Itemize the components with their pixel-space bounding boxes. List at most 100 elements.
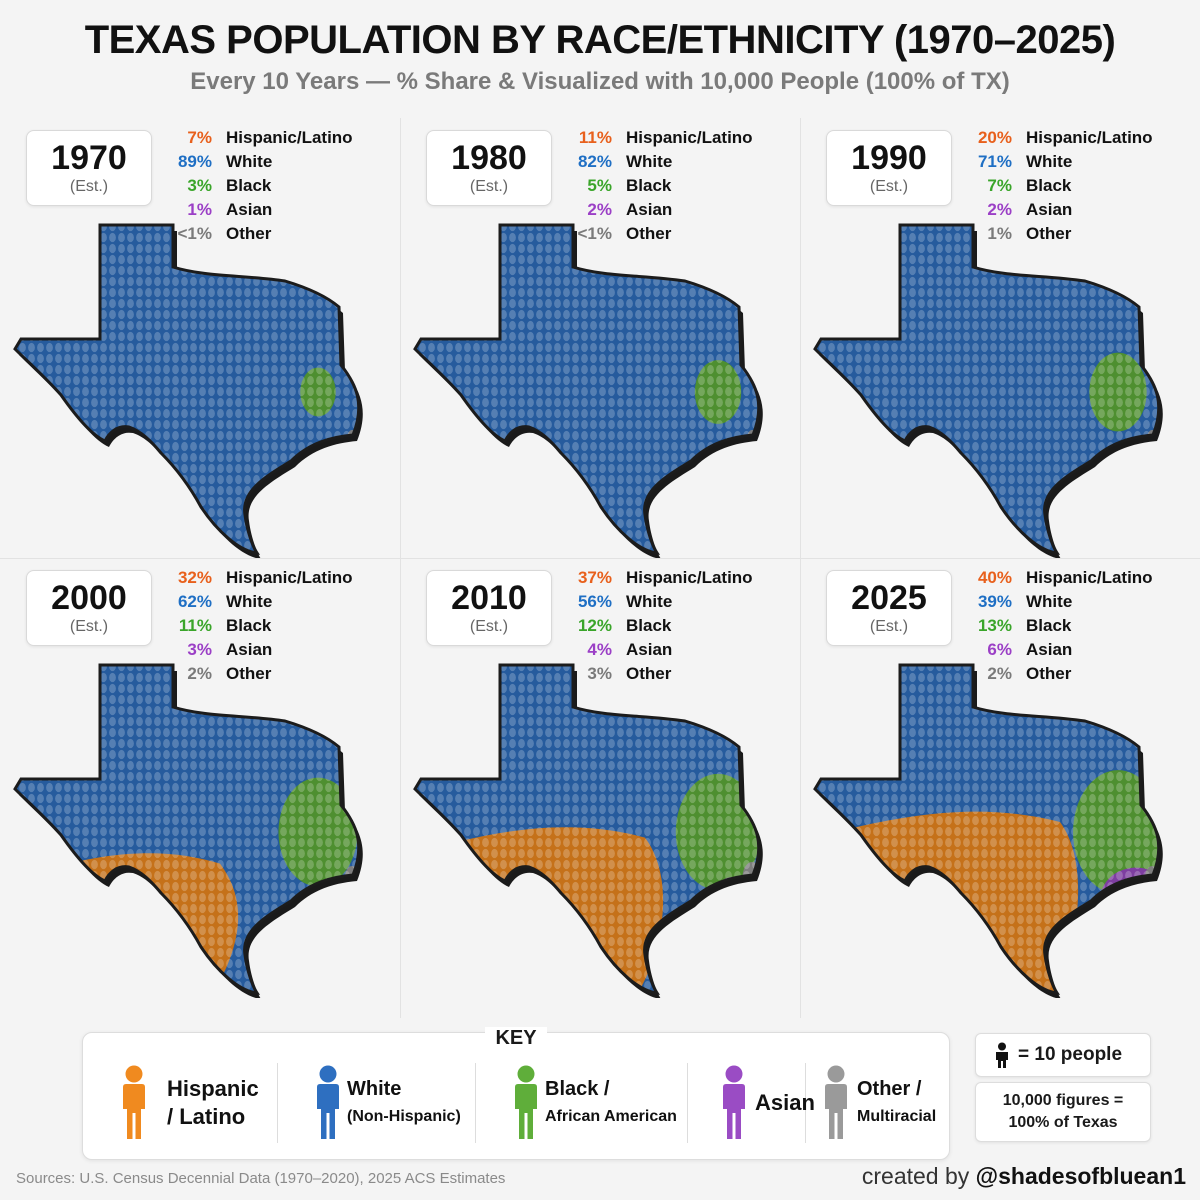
stat-pct-other: <1% <box>577 224 613 243</box>
texas-map <box>413 663 763 998</box>
stat-row-asian: 3% Asian <box>150 640 390 664</box>
key-label-line1: White <box>347 1078 402 1100</box>
stat-label-asian: Asian <box>226 200 273 219</box>
stat-pct-other: 3% <box>587 664 612 683</box>
stat-pct-hispanic: 32% <box>177 568 212 587</box>
key-item-white: White (Non-Hispanic) <box>299 1055 479 1151</box>
stat-pct-black: 5% <box>587 176 612 195</box>
stat-label-other: Other <box>1026 224 1072 243</box>
stat-pct-hispanic: 11% <box>578 128 612 147</box>
panel-1970: 1970 (Est.) 7% Hispanic/Latino 89% White 3% Bla… <box>0 118 400 558</box>
map-outline <box>13 223 361 555</box>
key-item-asian: Asian <box>705 1055 815 1151</box>
year-box: 2010 (Est.) <box>426 570 552 646</box>
person-icon <box>996 1042 1008 1068</box>
stat-row-white: 62% White <box>150 592 390 616</box>
stat-label-hispanic: Hispanic/Latino <box>626 128 753 147</box>
stat-row-asian: 4% Asian <box>550 640 790 664</box>
scale-figures-line1: 10,000 figures = <box>1002 1092 1124 1109</box>
panel-grid <box>0 118 1200 1018</box>
credit: created by @shadesofbluean1 <box>862 1163 1186 1190</box>
texas-map <box>813 223 1163 558</box>
stat-label-white: White <box>626 152 673 171</box>
stat-label-hispanic: Hispanic/Latino <box>226 568 353 587</box>
stat-row-white: 56% White <box>550 592 790 616</box>
person-icon <box>317 1065 339 1139</box>
stat-row-white: 82% White <box>550 152 790 176</box>
region-asian <box>1120 445 1152 475</box>
stat-pct-white: 89% <box>177 152 212 171</box>
map-outline <box>813 223 1161 555</box>
stat-pct-other: <1% <box>177 224 213 243</box>
scale-figures-box: 10,000 figures = 100% of Texas <box>975 1082 1151 1142</box>
est-label: (Est.) <box>869 178 909 195</box>
credit-prefix: created by <box>861 1163 970 1189</box>
stat-pct-white: 71% <box>977 152 1012 171</box>
stats-list: 20% Hispanic/Latino 71% White 7% Black 2% Asian… <box>950 128 1190 248</box>
stats-list: 32% Hispanic/Latino 62% White 11% Black 3% Asia… <box>150 568 390 688</box>
year-box: 1980 (Est.) <box>426 130 552 206</box>
est-label: (Est.) <box>69 618 109 635</box>
panel-1980: 1980 (Est.) 11% Hispanic/Latino 82% White 5% Bl… <box>400 118 800 558</box>
stat-label-hispanic: Hispanic/Latino <box>1026 128 1153 147</box>
stat-pct-hispanic: 40% <box>977 568 1012 587</box>
stat-row-black: 7% Black <box>950 176 1190 200</box>
stat-label-black: Black <box>1026 616 1072 635</box>
texas-map <box>413 223 763 558</box>
year-box: 2000 (Est.) <box>26 570 152 646</box>
texas-map <box>13 223 363 558</box>
panel-2010: 2010 (Est.) 37% Hispanic/Latino 56% White 12% B… <box>400 558 800 998</box>
stat-row-black: 12% Black <box>550 616 790 640</box>
year-label: 2000 <box>51 579 127 617</box>
stat-pct-asian: 2% <box>587 200 612 219</box>
stat-row-black: 11% Black <box>150 616 390 640</box>
stat-label-white: White <box>1026 152 1073 171</box>
stat-pct-asian: 2% <box>987 200 1012 219</box>
divider <box>800 118 801 1018</box>
region-hispanic <box>15 542 114 553</box>
region-hispanic <box>815 475 979 553</box>
stat-label-other: Other <box>1026 664 1072 683</box>
stat-row-other: 2% Other <box>150 664 390 688</box>
stat-pct-white: 62% <box>177 592 212 611</box>
stat-pct-white: 82% <box>577 152 612 171</box>
stat-row-white: 71% White <box>950 152 1190 176</box>
stat-label-white: White <box>226 152 273 171</box>
stat-row-white: 89% White <box>150 152 390 176</box>
stat-row-hispanic: 20% Hispanic/Latino <box>950 128 1190 152</box>
stat-row-other: 1% Other <box>950 224 1190 248</box>
map-outline <box>13 663 361 995</box>
est-label: (Est.) <box>469 618 509 635</box>
stat-pct-hispanic: 7% <box>187 128 212 147</box>
year-label: 1990 <box>851 139 927 177</box>
stats-list: 11% Hispanic/Latino 82% White 5% Black 2% Asian… <box>550 128 790 248</box>
stat-label-black: Black <box>626 616 672 635</box>
est-label: (Est.) <box>869 618 909 635</box>
stat-pct-black: 13% <box>977 616 1012 635</box>
stat-pct-asian: 1% <box>187 200 212 219</box>
panel-1990: 1990 (Est.) 20% Hispanic/Latino 71% White 7% Bl… <box>800 118 1200 558</box>
person-icon <box>515 1065 537 1139</box>
stat-label-black: Black <box>1026 176 1072 195</box>
stat-row-hispanic: 7% Hispanic/Latino <box>150 128 390 152</box>
stat-label-hispanic: Hispanic/Latino <box>1026 568 1153 587</box>
stat-pct-other: 1% <box>987 224 1012 243</box>
stat-row-black: 13% Black <box>950 616 1190 640</box>
stat-row-white: 39% White <box>950 592 1190 616</box>
stat-row-other: <1% Other <box>550 224 790 248</box>
stat-row-asian: 2% Asian <box>950 200 1190 224</box>
stat-row-asian: 1% Asian <box>150 200 390 224</box>
stat-row-other: <1% Other <box>150 224 390 248</box>
stat-label-other: Other <box>626 664 672 683</box>
year-label: 2010 <box>451 579 527 617</box>
stat-row-black: 5% Black <box>550 176 790 200</box>
stat-row-other: 2% Other <box>950 664 1190 688</box>
stat-label-asian: Asian <box>1026 640 1073 659</box>
stats-list: 37% Hispanic/Latino 56% White 12% Black 4% Asia… <box>550 568 790 688</box>
stat-label-black: Black <box>226 616 272 635</box>
key-separator <box>277 1063 278 1143</box>
texas-map <box>13 663 363 998</box>
key-item-other: Other / Multiracial <box>811 1055 941 1151</box>
key-label-line2: (Non-Hispanic) <box>347 1108 461 1125</box>
stat-pct-black: 3% <box>187 176 212 195</box>
